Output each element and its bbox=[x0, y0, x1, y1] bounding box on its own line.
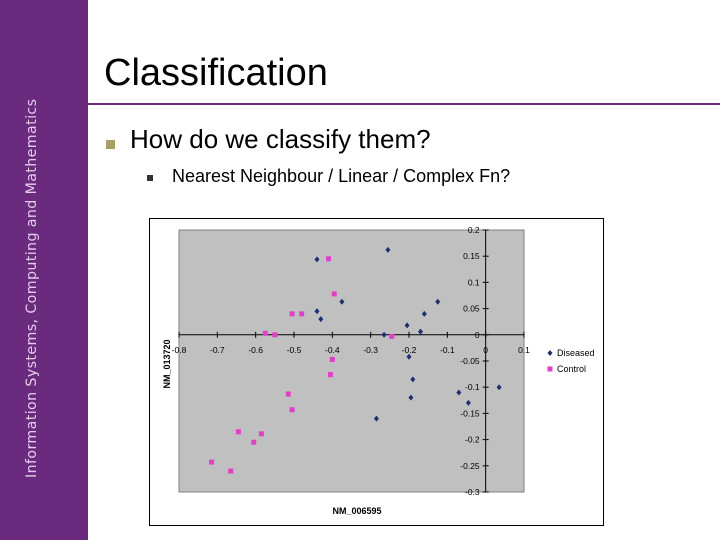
bullet-text-2: Nearest Neighbour / Linear / Complex Fn? bbox=[172, 166, 511, 186]
diseased-point bbox=[456, 389, 462, 396]
diseased-point bbox=[318, 316, 324, 323]
sidebar-text: Information Systems, Computing and Mathe… bbox=[24, 98, 40, 478]
diseased-point bbox=[404, 322, 410, 329]
control-point bbox=[326, 256, 331, 262]
diseased-point bbox=[339, 298, 345, 305]
x-tick-label: -0.7 bbox=[210, 345, 225, 355]
x-axis-label: NM_006595 bbox=[332, 506, 381, 516]
diseased-point bbox=[418, 328, 423, 335]
control-point bbox=[251, 439, 257, 445]
x-tick-label: -0.4 bbox=[325, 345, 340, 355]
x-tick-label: 0.1 bbox=[518, 345, 530, 355]
sub-bullet-marker bbox=[147, 175, 153, 181]
y-tick-label: -0.15 bbox=[460, 408, 480, 418]
data-points bbox=[209, 246, 502, 474]
control-point bbox=[285, 391, 291, 397]
x-tick-label: -0.2 bbox=[402, 345, 417, 355]
x-tick-label: -0.8 bbox=[172, 345, 187, 355]
diseased-point bbox=[408, 394, 414, 401]
control-point bbox=[209, 459, 215, 465]
x-tick-label: -0.3 bbox=[363, 345, 378, 355]
control-point bbox=[299, 311, 305, 317]
bullet-marker bbox=[106, 140, 115, 149]
control-point bbox=[331, 291, 337, 297]
control-point bbox=[258, 431, 264, 437]
y-tick-label: 0.15 bbox=[463, 251, 480, 261]
y-tick-label: -0.05 bbox=[460, 356, 480, 366]
chart-svg: -0.8 -0.7 -0.6 -0.5 -0.4 -0.3 -0.2 -0.1 0 0.1 0.2 0… bbox=[149, 218, 604, 526]
diseased-point bbox=[421, 310, 427, 317]
control-point bbox=[272, 332, 278, 338]
diseased-point bbox=[496, 384, 502, 391]
legend-label-diseased: Diseased bbox=[557, 348, 595, 358]
y-tick-label: 0.1 bbox=[468, 277, 480, 287]
x-tick-label: -0.6 bbox=[248, 345, 263, 355]
control-point bbox=[289, 407, 295, 413]
x-tick-label: 0 bbox=[483, 345, 488, 355]
plot-area bbox=[178, 229, 525, 493]
y-axis-label: NM_013720 bbox=[162, 339, 172, 388]
control-point bbox=[235, 429, 241, 435]
diseased-point bbox=[381, 331, 387, 338]
legend-marker-diseased bbox=[547, 350, 553, 356]
diseased-point bbox=[314, 256, 320, 263]
y-tick-label: -0.3 bbox=[465, 487, 480, 497]
control-point bbox=[262, 330, 268, 336]
diseased-point bbox=[314, 308, 320, 315]
legend: Diseased Control bbox=[547, 348, 595, 374]
legend-label-control: Control bbox=[557, 364, 586, 374]
diseased-point bbox=[410, 376, 416, 383]
diseased-point bbox=[406, 353, 412, 360]
sidebar: Information Systems, Computing and Mathe… bbox=[0, 0, 88, 540]
control-point bbox=[329, 356, 335, 362]
y-tick-label: -0.2 bbox=[465, 435, 480, 445]
y-tick-label: 0.05 bbox=[463, 304, 480, 314]
slide-title: Classification bbox=[104, 52, 328, 94]
control-point bbox=[228, 468, 234, 474]
diseased-point bbox=[435, 298, 441, 305]
x-tick-label: -0.5 bbox=[287, 345, 302, 355]
y-tick-label: -0.1 bbox=[465, 382, 480, 392]
diseased-point bbox=[465, 399, 471, 406]
title-divider bbox=[88, 103, 720, 105]
diseased-point bbox=[373, 415, 379, 422]
control-point bbox=[289, 311, 295, 317]
y-tick-label: 0 bbox=[475, 330, 480, 340]
x-tick-label: -0.1 bbox=[440, 345, 455, 355]
scatter-chart: -0.8 -0.7 -0.6 -0.5 -0.4 -0.3 -0.2 -0.1 0 0.1 0.2 0… bbox=[149, 218, 604, 526]
y-tick-label: -0.25 bbox=[460, 461, 480, 471]
diseased-point bbox=[385, 246, 391, 253]
bullet-text-1: How do we classify them? bbox=[130, 124, 431, 154]
y-tick-label: 0.2 bbox=[468, 225, 480, 235]
control-point bbox=[327, 372, 333, 378]
axes: -0.8 -0.7 -0.6 -0.5 -0.4 -0.3 -0.2 -0.1 0 0.1 0.2 0… bbox=[172, 225, 531, 497]
legend-marker-control bbox=[547, 366, 553, 372]
control-point bbox=[389, 333, 395, 339]
